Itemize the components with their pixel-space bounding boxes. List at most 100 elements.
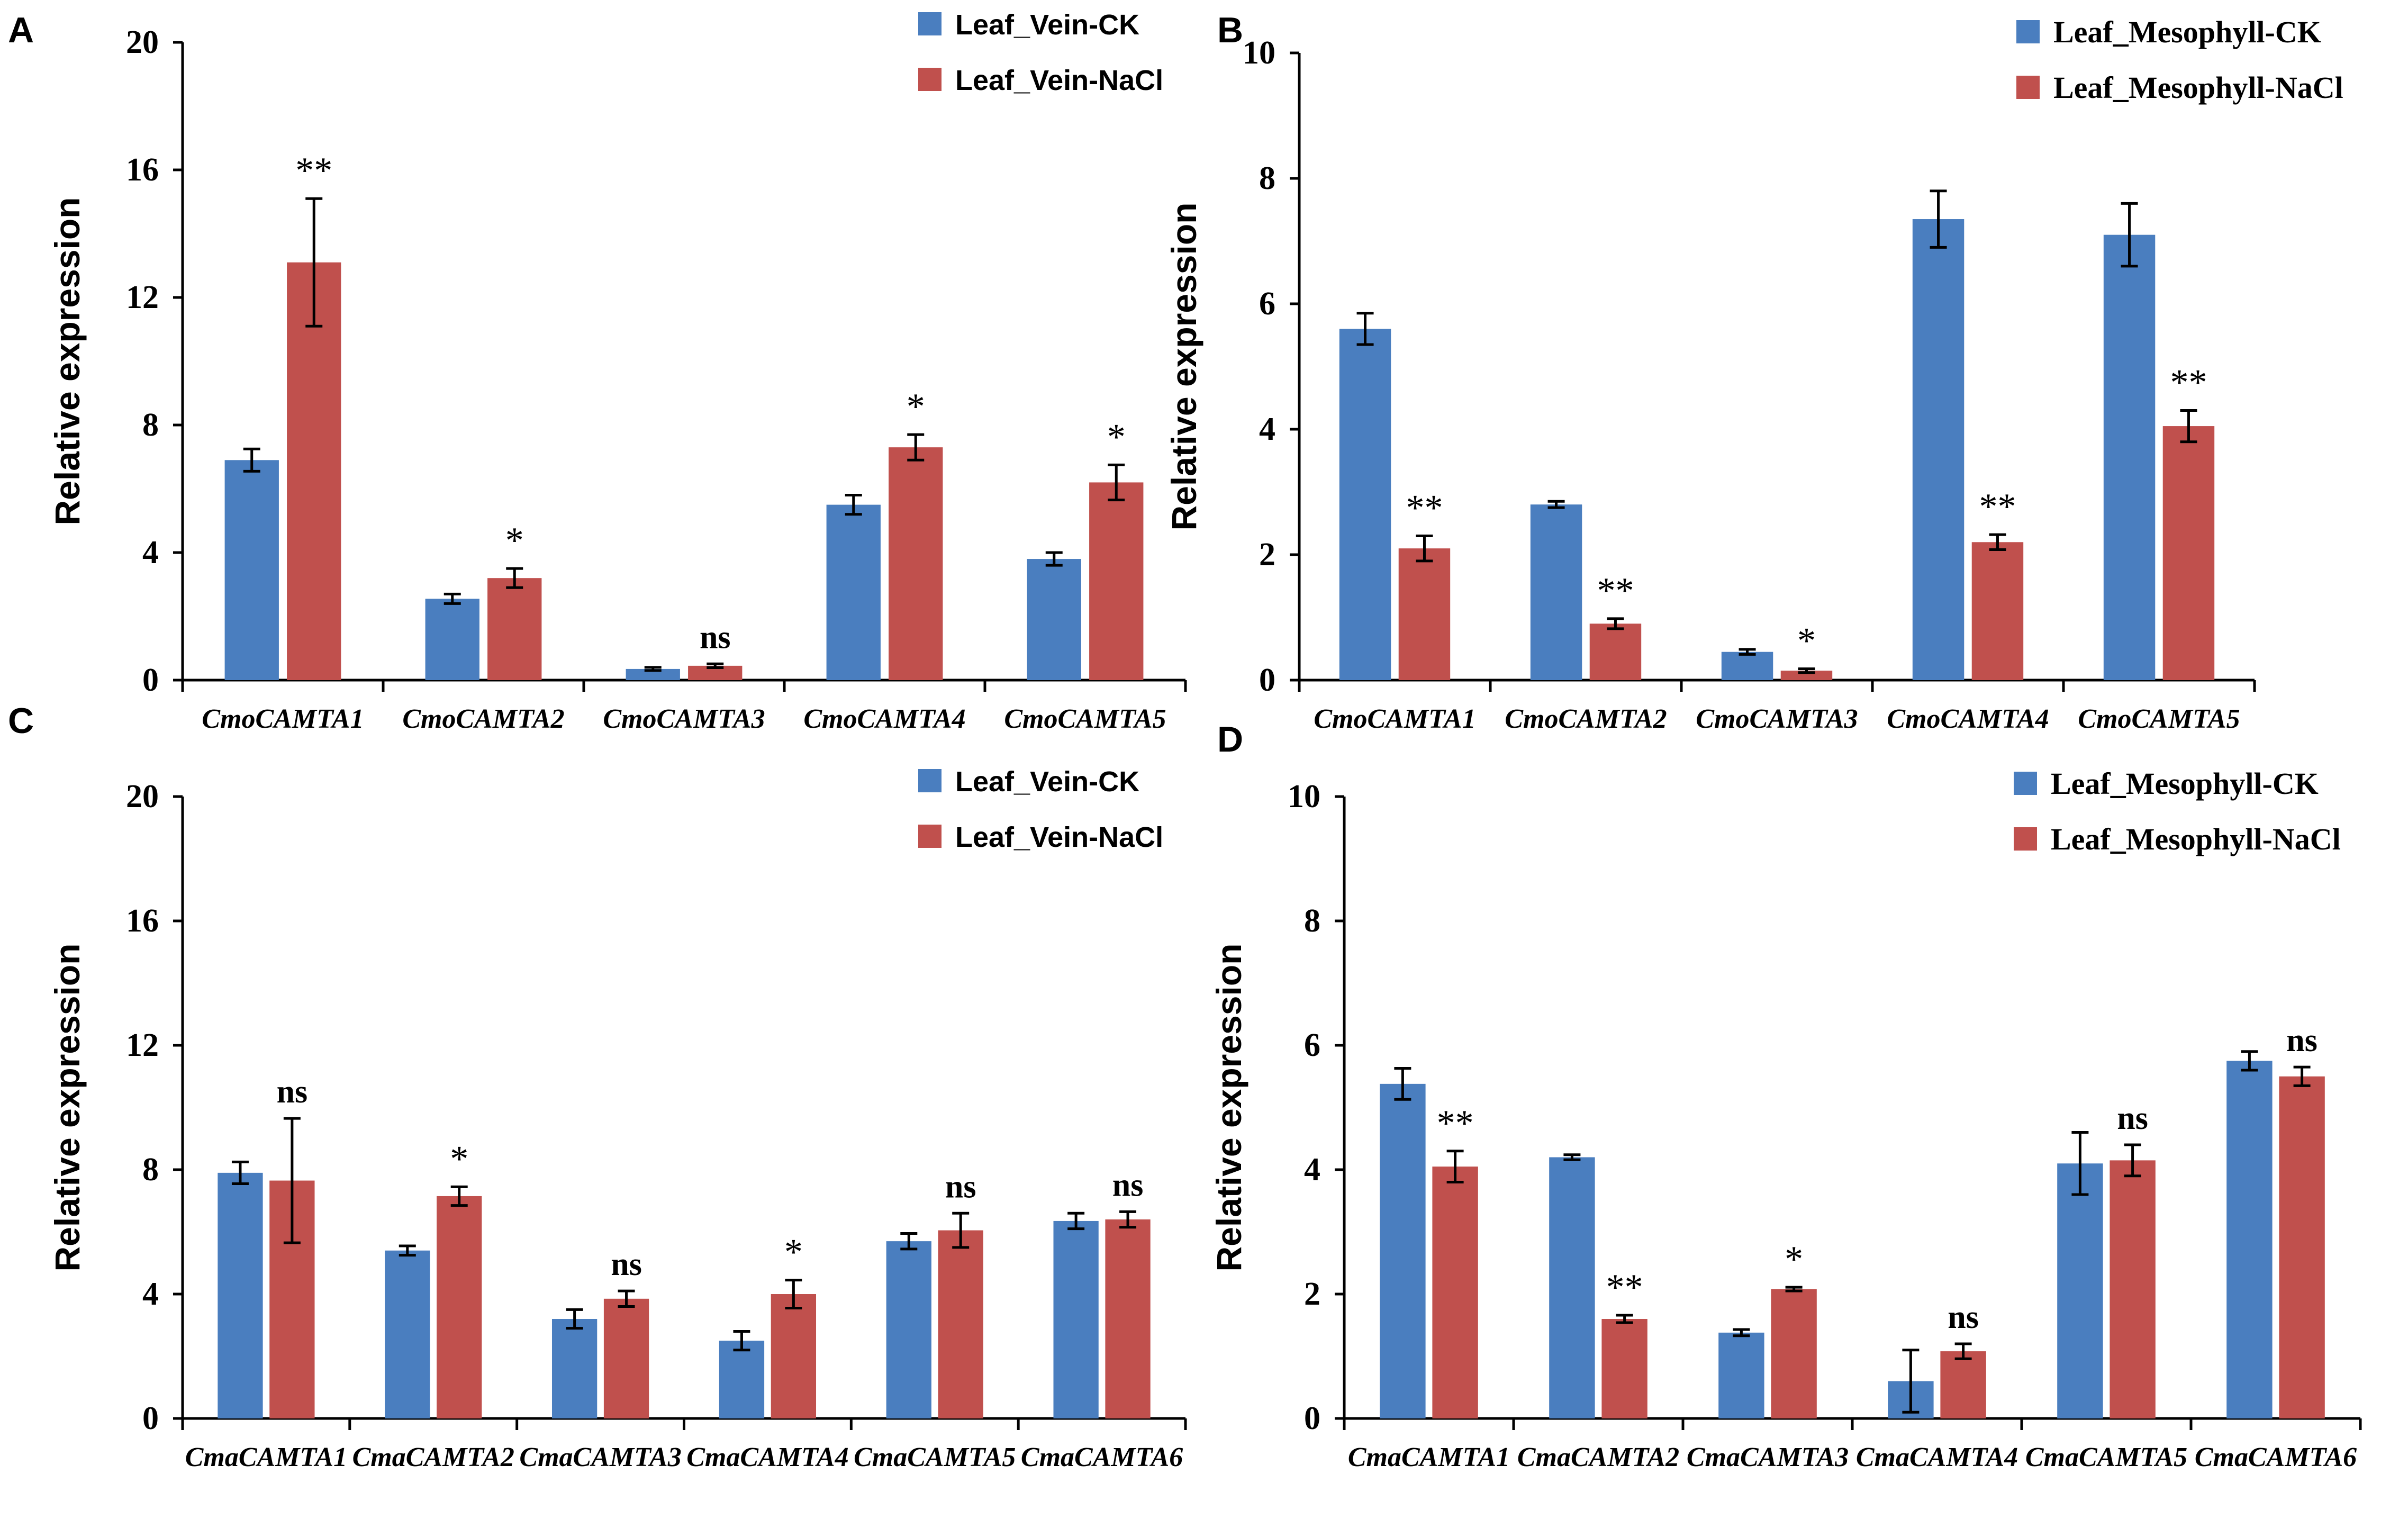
panel-d-significance: ns (1948, 1299, 1979, 1335)
panel-b-ytick-label: 6 (1259, 286, 1275, 322)
panel-c-legend-swatch (918, 825, 942, 848)
panel-d-significance: ns (2117, 1100, 2148, 1136)
panel-d-xtick-label: CmaCAMTA1 (1348, 1442, 1510, 1472)
panel-c-significance: ns (277, 1074, 308, 1110)
panel-a-ytick-label: 20 (126, 24, 159, 60)
panel-c-bar (603, 1298, 649, 1418)
panel-b-ytick-label: 2 (1259, 537, 1275, 573)
panel-b-letter: B (1217, 10, 1243, 50)
panel-b-legend-label: Leaf_Mesophyll-NaCl (2053, 70, 2343, 105)
panel-a-legend-swatch (918, 12, 942, 35)
panel-c-bar (1105, 1219, 1151, 1418)
panel-d-letter: D (1217, 719, 1243, 760)
panel-d-ylabel: Relative expression (1209, 944, 1248, 1272)
panel-c-legend-swatch (918, 769, 942, 792)
panel-c-significance: ns (945, 1169, 976, 1205)
panel-d-bar (1940, 1351, 1986, 1418)
panel-d-bar (2057, 1163, 2103, 1418)
panel-b-bar (1398, 548, 1451, 680)
panel-d-bar (1718, 1332, 1764, 1418)
panel-d-ytick-label: 0 (1304, 1400, 1320, 1436)
panel-c-letter: C (8, 701, 34, 741)
panel-c-bar (385, 1250, 430, 1418)
panel-c-significance: ns (611, 1246, 642, 1282)
panel-a-legend-swatch (918, 68, 942, 91)
panel-a-bar (425, 599, 479, 680)
panel-c-legend-label: Leaf_Vein-NaCl (955, 821, 1163, 853)
panel-a-bar (287, 262, 341, 681)
panel-a-xtick-label: CmoCAMTA5 (1004, 704, 1166, 734)
panel-c-bar (1053, 1220, 1099, 1418)
panel-d-ytick-label: 10 (1288, 779, 1320, 815)
panel-c-xtick-label: CmaCAMTA1 (185, 1442, 347, 1472)
panel-c-significance: ns (1112, 1167, 1144, 1203)
panel-c-ytick-label: 12 (126, 1027, 159, 1063)
panel-b-ytick-label: 8 (1259, 160, 1275, 196)
panel-c-ytick-label: 16 (126, 903, 159, 939)
panel-c-ytick-label: 20 (126, 779, 159, 815)
panel-d-ytick-label: 4 (1304, 1152, 1320, 1188)
panel-d-legend-swatch (2014, 772, 2037, 795)
panel-b-xtick-label: CmoCAMTA2 (1505, 704, 1667, 734)
panel-c-legend-label: Leaf_Vein-CK (955, 766, 1139, 798)
panel-d-significance: ** (1437, 1103, 1474, 1144)
panel-a-legend-label: Leaf_Vein-CK (955, 9, 1139, 41)
panel-d-xtick-label: CmaCAMTA4 (1856, 1442, 2018, 1472)
panel-b-significance: * (1797, 621, 1816, 662)
panel-a-significance: * (505, 520, 524, 561)
panel-d-bar (1432, 1167, 1478, 1418)
panel-a-bar (224, 460, 279, 680)
panel-c-significance: * (784, 1232, 803, 1273)
panel-d-significance: ** (1606, 1267, 1643, 1308)
panel-d-significance: ns (2286, 1023, 2318, 1059)
panel-b-legend-swatch (2016, 20, 2040, 43)
panel-b-bar (1971, 542, 2024, 680)
panel-d-xtick-label: CmaCAMTA6 (2195, 1442, 2357, 1472)
panel-b-bar (1912, 219, 1965, 680)
panel-a-ytick-label: 16 (126, 152, 159, 188)
panel-d-ytick-label: 2 (1304, 1276, 1320, 1312)
panel-d-ytick-label: 6 (1304, 1027, 1320, 1063)
panel-a-bar (487, 578, 542, 680)
panel-a-ylabel: Relative expression (48, 197, 87, 526)
panel-b-xtick-label: CmoCAMTA5 (2078, 704, 2240, 734)
panel-c-xtick-label: CmaCAMTA5 (854, 1442, 1016, 1472)
panel-b-xtick-label: CmoCAMTA4 (1887, 704, 2049, 734)
panel-a-significance: ns (700, 619, 731, 655)
panel-a-bar (626, 668, 680, 680)
panel-c-ytick-label: 8 (142, 1152, 159, 1188)
panel-b-significance: ** (1979, 486, 2016, 527)
panel-b-legend-swatch (2016, 76, 2040, 99)
panel-c-bar (719, 1341, 765, 1418)
panel-d-bar (1380, 1083, 1426, 1418)
panel-a-xtick-label: CmoCAMTA1 (202, 704, 364, 734)
panel-a-ytick-label: 12 (126, 279, 159, 315)
panel-b-ytick-label: 0 (1259, 662, 1275, 698)
panel-a-ytick-label: 8 (142, 407, 159, 443)
panel-b-legend-label: Leaf_Mesophyll-CK (2053, 15, 2321, 49)
panel-b-ytick-label: 4 (1259, 411, 1275, 447)
panel-a-significance: * (1107, 417, 1126, 457)
panel-c-ylabel: Relative expression (48, 944, 87, 1272)
panel-b-bar (1339, 329, 1391, 680)
panel-c-ytick-label: 0 (142, 1400, 159, 1436)
panel-c-bar (437, 1196, 482, 1418)
panel-a-letter: A (8, 10, 34, 50)
panel-a-xtick-label: CmoCAMTA3 (603, 704, 765, 734)
panel-a-ytick-label: 4 (142, 535, 159, 571)
panel-a-ytick-label: 0 (142, 662, 159, 698)
panel-d-ytick-label: 8 (1304, 903, 1320, 939)
panel-c-xtick-label: CmaCAMTA4 (686, 1442, 848, 1472)
panel-c-ytick-label: 4 (142, 1276, 159, 1312)
panel-c-xtick-label: CmaCAMTA6 (1021, 1442, 1183, 1472)
panel-c-bar (938, 1230, 983, 1418)
panel-b-bar (1589, 623, 1642, 680)
panel-d-xtick-label: CmaCAMTA2 (1517, 1442, 1679, 1472)
panel-b-bar (2162, 426, 2215, 680)
panel-d-bar (1601, 1319, 1647, 1418)
panel-d-bar (1771, 1289, 1817, 1418)
panel-c-bar (218, 1172, 263, 1418)
panel-c-bar (551, 1319, 598, 1418)
